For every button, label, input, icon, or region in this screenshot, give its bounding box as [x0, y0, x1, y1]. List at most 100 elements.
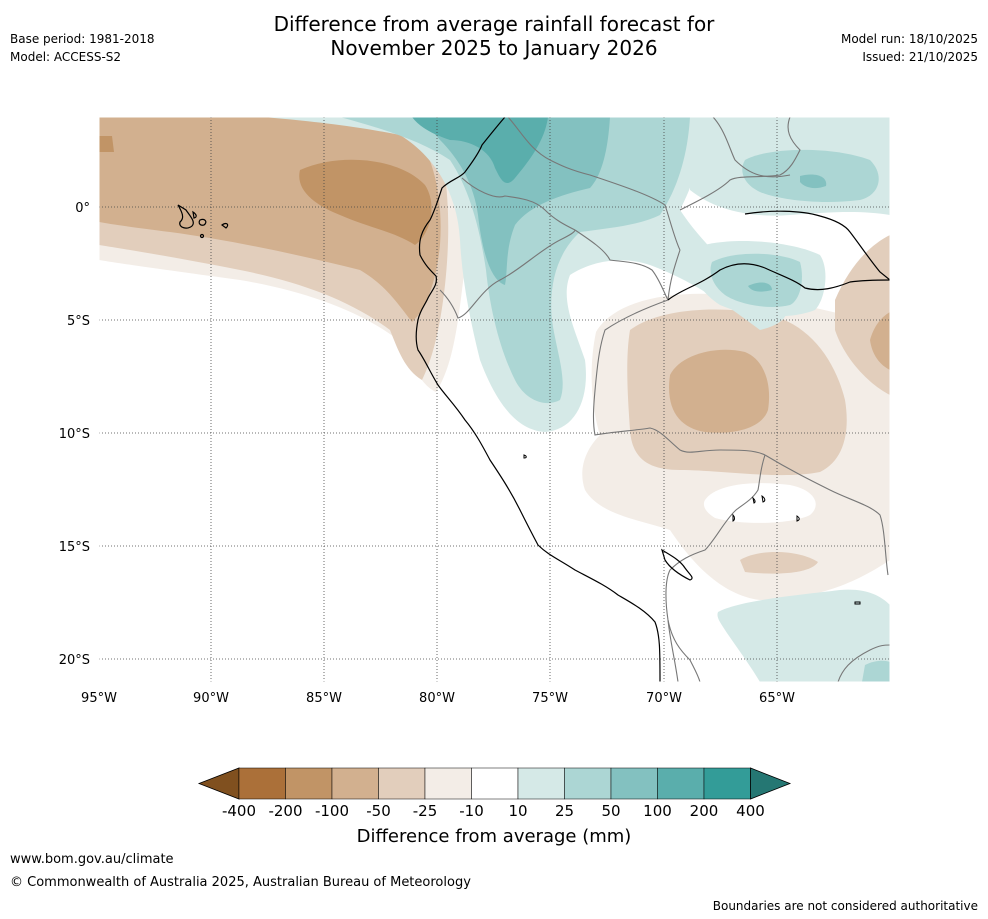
lake-titicaca — [660, 548, 693, 581]
wet-contour-50-ne — [800, 174, 827, 189]
lat-label-5s: 5°S — [67, 314, 90, 329]
colorbar-swatch — [378, 767, 426, 800]
colorbar: -400 -200 -100 -50 -25 -10 10 25 50 100 200 400 — [197, 767, 792, 820]
galapagos-santa-cruz — [198, 218, 207, 226]
map-title: Difference from average rainfall forecas… — [0, 12, 988, 60]
colorbar-swatch — [285, 767, 333, 800]
lat-axis-labels: 0° 5°S 10°S 15°S 20°S — [59, 201, 90, 668]
colorbar-tick-label: 25 — [555, 802, 574, 820]
boundary-ecuador-peru — [439, 229, 576, 319]
dry-contour-50-peru — [669, 349, 770, 433]
colorbar-swatch — [610, 767, 658, 800]
colorbar-tick-label: 10 — [508, 802, 527, 820]
colorbar-tick-label: -100 — [315, 802, 349, 820]
colorbar-tick-label: -200 — [268, 802, 302, 820]
lat-label-20s: 20°S — [59, 653, 90, 668]
boundary-bolivia-paraguay — [837, 644, 890, 682]
metadata-left: Base period: 1981-2018 Model: ACCESS-S2 — [10, 30, 155, 66]
coastline-caribbean — [744, 210, 890, 281]
island-3 — [761, 494, 766, 503]
galapagos-san-cristobal — [220, 222, 229, 229]
dry-contour-100 — [299, 159, 432, 245]
colorbar-swatch — [657, 767, 705, 800]
galapagos-islet — [199, 233, 205, 239]
base-period-text: Base period: 1981-2018 — [10, 32, 155, 46]
lon-label-70w: 70°W — [646, 691, 682, 706]
lat-label-15s: 15°S — [59, 540, 90, 555]
boundary-colombia-peru — [574, 229, 669, 301]
footer-url: www.bom.gov.au/climate — [10, 852, 174, 867]
colorbar-swatch — [703, 767, 751, 800]
title-line-1: Difference from average rainfall forecas… — [273, 12, 715, 36]
colorbar-swatch — [331, 767, 379, 800]
boundary-guyana — [712, 117, 791, 178]
island-5 — [523, 454, 527, 459]
boundary-bolivia-brazil — [764, 454, 889, 576]
lon-label-85w: 85°W — [306, 691, 342, 706]
wet-contour-25-south — [862, 660, 890, 682]
colorbar-swatch — [238, 767, 286, 800]
dry-contour-100-west — [99, 136, 114, 152]
model-text: Model: ACCESS-S2 — [10, 50, 122, 64]
footer-copyright: © Commonwealth of Australia 2025, Austra… — [10, 875, 471, 890]
colorbar-swatch — [471, 767, 519, 800]
country-boundaries — [439, 117, 890, 682]
boundary-colombia-venezuela — [507, 117, 681, 251]
map-gridlines — [99, 117, 890, 682]
boundary-peru-bolivia — [665, 454, 766, 682]
colorbar-tick-label: 400 — [736, 802, 765, 820]
metadata-right: Model run: 18/10/2025 Issued: 21/10/2025 — [841, 30, 978, 66]
colorbar-tick-label: -400 — [222, 802, 256, 820]
lon-label-80w: 80°W — [419, 691, 455, 706]
wet-contour-50 — [420, 117, 610, 285]
wet-contour-100 — [412, 117, 548, 184]
boundary-argentina-chile — [667, 619, 679, 682]
colorbar-swatch — [564, 767, 612, 800]
colorbar-tick-label: 50 — [601, 802, 620, 820]
boundary-venezuela-brazil — [679, 117, 801, 211]
lat-label-10s: 10°S — [59, 427, 90, 442]
wet-contour-50-amazon — [748, 282, 772, 292]
island-2 — [752, 496, 756, 504]
colorbar-tick-label: -10 — [459, 802, 484, 820]
wet-contour-25 — [340, 117, 690, 404]
galapagos-small-island — [192, 210, 197, 219]
boundary-colombia-brazil — [667, 249, 681, 301]
model-run-text: Model run: 18/10/2025 — [840, 32, 978, 46]
rainfall-anomaly-contours — [99, 117, 890, 682]
colorbar-extend-high — [750, 767, 792, 800]
coastline-pacific — [415, 117, 661, 682]
colorbar-tick-label: 200 — [690, 802, 719, 820]
boundary-colombia-ecuador — [461, 177, 576, 231]
dry-contour-25-south — [740, 551, 818, 574]
colorbar-tick-label: -50 — [366, 802, 391, 820]
lon-label-95w: 95°W — [81, 691, 117, 706]
wet-contour-25-amazon — [710, 253, 802, 307]
boundary-peru-brazil — [592, 299, 766, 456]
colorbar-tick-label: -25 — [413, 802, 438, 820]
lon-label-65w: 65°W — [759, 691, 795, 706]
colorbar-swatch — [517, 767, 565, 800]
lon-label-75w: 75°W — [532, 691, 568, 706]
title-line-2: November 2025 to January 2026 — [330, 36, 658, 60]
island-4 — [796, 515, 800, 522]
galapagos-islands — [177, 204, 229, 239]
lon-label-90w: 90°W — [193, 691, 229, 706]
colorbar-tick-label: 100 — [643, 802, 672, 820]
colorbar-label: Difference from average (mm) — [356, 826, 632, 847]
lake-islands — [523, 454, 861, 605]
lat-label-0: 0° — [75, 201, 90, 216]
island-6 — [854, 601, 861, 605]
wet-hole-13S — [703, 483, 816, 523]
footer-disclaimer: Boundaries are not considered authoritat… — [712, 899, 978, 913]
map-panel — [98, 116, 891, 683]
dry-contour-50-east — [870, 312, 890, 370]
lon-axis-labels: 95°W 90°W 85°W 80°W 75°W 70°W 65°W — [81, 691, 795, 706]
map-frame — [98, 116, 891, 683]
island-1 — [732, 513, 735, 522]
issued-text: Issued: 21/10/2025 — [862, 50, 978, 64]
coastlines — [415, 117, 890, 682]
galapagos-isabela — [177, 204, 194, 229]
colorbar-extend-low — [197, 767, 240, 800]
